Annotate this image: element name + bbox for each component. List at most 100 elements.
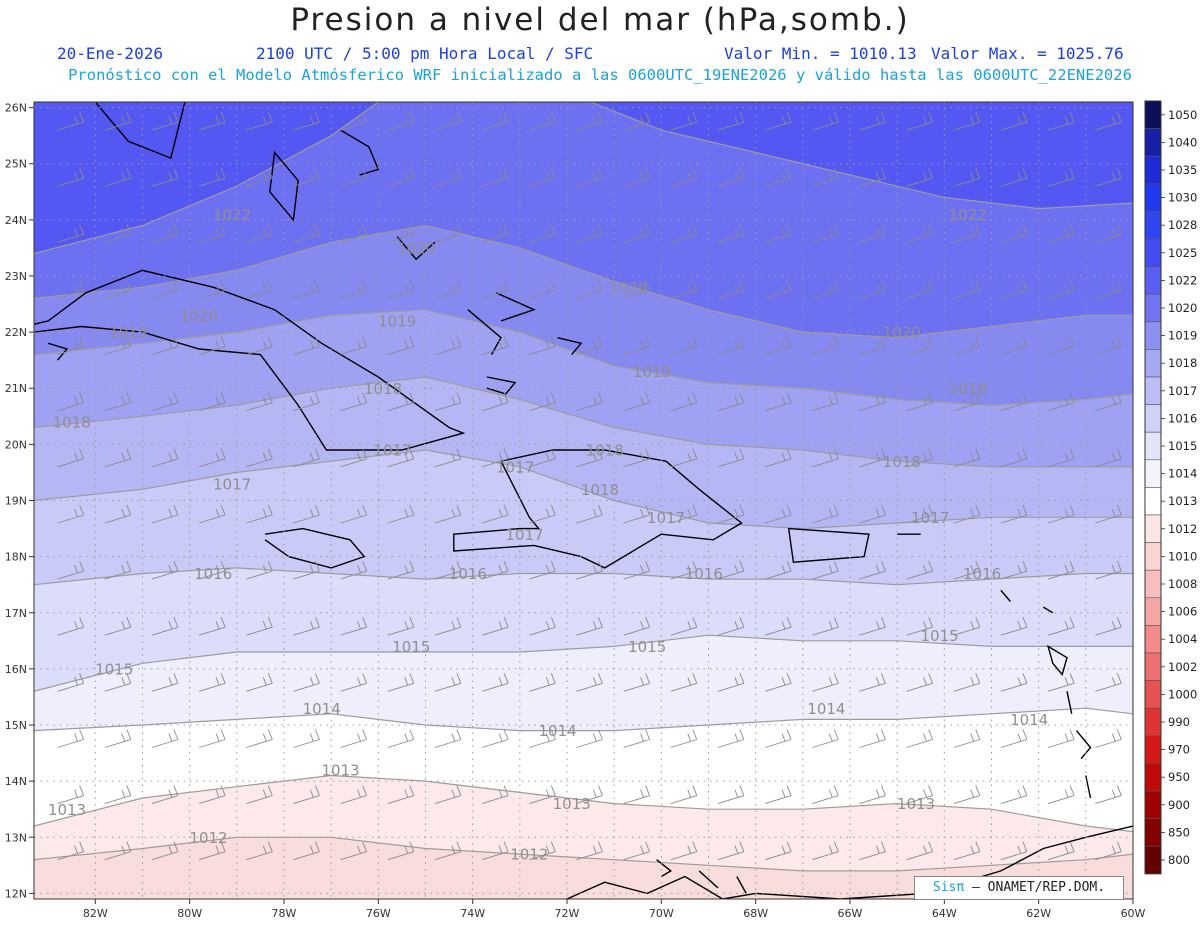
wind-barb bbox=[1095, 841, 1122, 861]
wind-barb-stroke bbox=[434, 729, 462, 748]
wind-barb-stroke bbox=[387, 224, 415, 243]
wind-barb-stroke bbox=[387, 785, 415, 805]
wind-barb-stroke bbox=[529, 785, 556, 805]
wind-barb bbox=[576, 504, 603, 524]
wind-barb-stroke bbox=[859, 617, 886, 636]
wind-barb bbox=[1000, 168, 1028, 187]
wind-barb bbox=[246, 392, 273, 412]
wind-barb bbox=[387, 224, 415, 243]
wind-barb bbox=[293, 224, 320, 243]
wind-barb-stroke bbox=[717, 560, 745, 580]
isobar-label: 1013 bbox=[48, 801, 86, 819]
coast-stkitts bbox=[1000, 589, 1011, 602]
wind-barb bbox=[57, 785, 85, 805]
wind-barb-stroke bbox=[246, 729, 273, 748]
wind-barb bbox=[387, 504, 415, 524]
wind-barb-stroke bbox=[293, 168, 320, 187]
wind-barb bbox=[481, 111, 509, 131]
wind-barb bbox=[104, 224, 132, 243]
legend-swatch bbox=[1144, 763, 1162, 792]
wind-barb-stroke bbox=[906, 560, 934, 580]
model-info: Pronóstico con el Modelo Atmósferico WRF… bbox=[68, 66, 1132, 84]
wind-barb bbox=[576, 224, 603, 243]
wind-barb bbox=[293, 785, 320, 805]
coast-bahamas-d bbox=[467, 309, 502, 355]
wind-barb-stroke bbox=[764, 729, 792, 748]
wind-barb-stroke bbox=[151, 224, 179, 243]
wind-barb bbox=[576, 785, 603, 805]
legend-label: 990 bbox=[1168, 715, 1190, 729]
wind-barb bbox=[529, 560, 556, 580]
wind-barb-stroke bbox=[246, 224, 273, 243]
wind-barb-stroke bbox=[1047, 504, 1075, 524]
wind-barb-stroke bbox=[481, 560, 509, 580]
wind-barb-stroke bbox=[529, 617, 556, 636]
isobar-label: 1015 bbox=[392, 638, 430, 656]
wind-barb bbox=[670, 729, 698, 748]
wind-barb bbox=[57, 392, 85, 412]
legend-swatch bbox=[1144, 404, 1162, 433]
lat-tick-label: 25N bbox=[5, 158, 27, 171]
wind-barb-stroke bbox=[434, 111, 462, 131]
map-title: Presion a nivel del mar (hPa,somb.) bbox=[290, 2, 910, 38]
isobar-label: 1013 bbox=[553, 795, 591, 813]
wind-barb-stroke bbox=[670, 336, 698, 356]
wind-barb-stroke bbox=[481, 168, 509, 187]
wind-barb bbox=[906, 841, 934, 861]
wind-barb bbox=[576, 280, 603, 299]
wind-barb bbox=[293, 392, 320, 412]
wind-barb-stroke bbox=[812, 617, 839, 636]
wind-barb bbox=[906, 392, 934, 412]
legend-label: 1035 bbox=[1168, 163, 1197, 177]
legend-swatch bbox=[1144, 376, 1162, 405]
min-value: Valor Min. = 1010.13 bbox=[724, 44, 917, 63]
wind-barb bbox=[1000, 224, 1028, 243]
wind-barb bbox=[1047, 504, 1075, 524]
wind-barb bbox=[953, 280, 981, 299]
wind-barb-stroke bbox=[1047, 617, 1075, 636]
wind-barb bbox=[387, 336, 415, 356]
wind-barb bbox=[717, 785, 745, 805]
wind-barb bbox=[246, 280, 273, 299]
legend-label: 900 bbox=[1168, 798, 1190, 812]
wind-barb bbox=[1047, 673, 1075, 692]
legend-label: 1050 bbox=[1168, 108, 1197, 122]
wind-barb-stroke bbox=[340, 111, 368, 131]
wind-barb-stroke bbox=[434, 785, 462, 805]
wind-barb-stroke bbox=[623, 729, 651, 748]
lon-tick-label: 64W bbox=[932, 907, 957, 920]
coast-bahamas-c bbox=[495, 292, 536, 322]
wind-barb bbox=[1095, 785, 1122, 805]
wind-barb bbox=[434, 168, 462, 187]
wind-barb bbox=[812, 448, 839, 468]
wind-barb-stroke bbox=[859, 224, 886, 243]
wind-barb-stroke bbox=[764, 392, 792, 412]
wind-barb bbox=[198, 224, 226, 243]
wind-barb-stroke bbox=[1095, 673, 1122, 692]
wind-barb bbox=[340, 841, 368, 861]
wind-barb-stroke bbox=[198, 841, 226, 861]
wind-barb-stroke bbox=[953, 560, 981, 580]
wind-barb bbox=[104, 392, 132, 412]
wind-barb-stroke bbox=[481, 841, 509, 861]
wind-barb-stroke bbox=[1095, 168, 1122, 187]
wind-barb-stroke bbox=[387, 841, 415, 861]
wind-barb-stroke bbox=[57, 280, 85, 299]
wind-barb bbox=[1095, 224, 1122, 243]
wind-barb bbox=[198, 785, 226, 805]
wind-barb-stroke bbox=[529, 673, 556, 692]
wind-barb-stroke bbox=[529, 448, 556, 468]
legend-swatch bbox=[1144, 818, 1162, 847]
wind-barb-stroke bbox=[1047, 280, 1075, 299]
wind-barb bbox=[717, 448, 745, 468]
wind-barb-stroke bbox=[434, 673, 462, 692]
lat-tick-label: 12N bbox=[5, 887, 27, 900]
wind-barb-stroke bbox=[481, 111, 509, 131]
wind-barb-stroke bbox=[151, 617, 179, 636]
wind-barb bbox=[1095, 560, 1122, 580]
wind-barb-stroke bbox=[1095, 841, 1122, 861]
wind-barb-stroke bbox=[859, 729, 886, 748]
wind-barb bbox=[1047, 841, 1075, 861]
legend-swatch bbox=[1144, 542, 1162, 571]
wind-barb-stroke bbox=[151, 111, 179, 131]
